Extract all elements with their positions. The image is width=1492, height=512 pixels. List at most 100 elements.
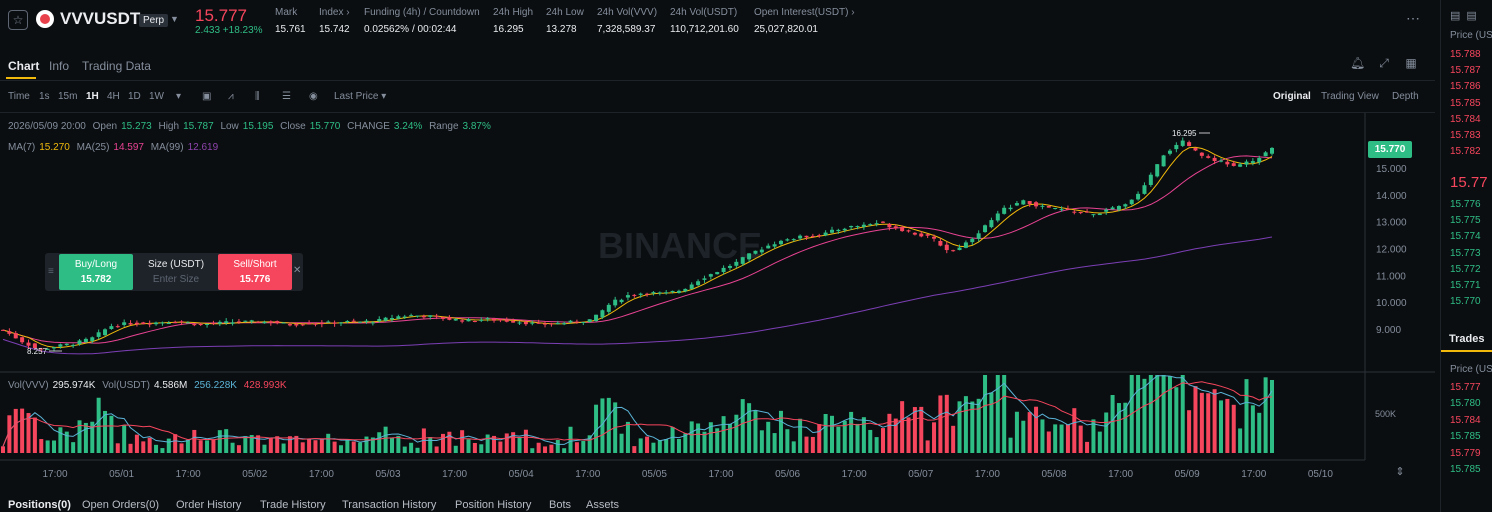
candle-body <box>887 223 892 228</box>
tab-transaction-history[interactable]: Transaction History <box>342 499 437 511</box>
ask-price-row[interactable]: 15.785 <box>1450 97 1481 109</box>
candle-body <box>313 323 318 325</box>
bid-price-row[interactable]: 15.774 <box>1450 231 1481 243</box>
candle-body <box>810 235 815 237</box>
price-type-select[interactable]: Last Price ▾ <box>334 91 387 102</box>
tab-open-orders[interactable]: Open Orders(0) <box>82 499 160 511</box>
candle-body <box>173 322 178 324</box>
ask-price-row[interactable]: 15.784 <box>1450 113 1481 125</box>
layout-grid-icon[interactable]: ▦ <box>1405 56 1417 70</box>
time-tick-label: 05/09 <box>1175 469 1200 480</box>
candle-body <box>747 253 752 260</box>
close-widget-icon[interactable]: ✕ <box>293 265 302 276</box>
candle-body <box>1097 213 1102 216</box>
candle-body <box>1193 147 1198 151</box>
buy-long-button[interactable]: Buy/Long 15.782 <box>59 254 133 290</box>
interval-4h[interactable]: 4H <box>107 91 120 102</box>
interval-15m[interactable]: 15m <box>58 91 78 102</box>
volume-bar <box>313 440 318 453</box>
interval-1h[interactable]: 1H <box>86 91 99 102</box>
candle-body <box>638 293 643 295</box>
trades-title[interactable]: Trades <box>1449 333 1485 345</box>
close-value: 15.770 <box>309 121 341 132</box>
candle-type-icon[interactable]: ⫼ <box>255 91 260 102</box>
candle-body <box>1053 208 1058 210</box>
bid-price-row[interactable]: 15.770 <box>1450 296 1481 308</box>
volume-ma-long-line <box>2 381 1273 447</box>
interval-dropdown-icon[interactable]: ▾ <box>176 91 182 102</box>
more-options-icon[interactable]: ⋯ <box>1406 10 1421 26</box>
candle-body <box>1021 200 1026 205</box>
favorite-star-icon[interactable]: ☆ <box>8 10 28 30</box>
bid-price-row[interactable]: 15.776 <box>1450 199 1481 210</box>
volume-bar <box>944 394 949 453</box>
tab-positions[interactable]: Positions(0) <box>8 499 71 511</box>
volume-bar <box>217 430 222 453</box>
tab-bots[interactable]: Bots <box>549 499 572 511</box>
drag-handle-icon[interactable]: ≡ <box>48 266 54 277</box>
fit-axis-icon[interactable]: ⇕ <box>1395 466 1404 478</box>
tab-assets[interactable]: Assets <box>586 499 620 511</box>
trade-price-row[interactable]: 15.777 <box>1450 382 1481 393</box>
symbol-name[interactable]: VVVUSDT <box>60 9 141 28</box>
candle-body <box>759 249 764 253</box>
candle-body <box>32 343 37 349</box>
candle-body <box>103 329 108 336</box>
candle-body <box>727 265 732 268</box>
settings-icon[interactable]: ☰ <box>282 91 291 102</box>
price-chart[interactable]: BINANCE 15.000 14.000 13.000 12.000 11.000 10… <box>0 113 1435 485</box>
indicator-icon[interactable]: ⩘ <box>228 91 234 102</box>
volume-bar <box>1053 424 1058 453</box>
volume-bar <box>1161 375 1166 453</box>
bid-price-row[interactable]: 15.772 <box>1450 263 1481 275</box>
trade-price-row[interactable]: 15.785 <box>1450 431 1481 443</box>
candle-body <box>319 322 324 325</box>
bid-price-row[interactable]: 15.775 <box>1450 215 1481 227</box>
trade-price-row[interactable]: 15.780 <box>1450 398 1481 410</box>
tab-info[interactable]: Info <box>49 59 70 73</box>
size-input[interactable]: Size (USDT) Enter Size <box>147 259 205 285</box>
tab-order-history[interactable]: Order History <box>176 499 242 511</box>
ask-price-row[interactable]: 15.783 <box>1450 130 1481 141</box>
symbol-dropdown-icon[interactable]: ▼ <box>170 14 179 24</box>
bid-price-row[interactable]: 15.771 <box>1450 280 1481 291</box>
alert-bell-icon[interactable]: 🔔︎ <box>1350 56 1366 70</box>
view-original[interactable]: Original <box>1273 91 1311 102</box>
ask-price-row[interactable]: 15.788 <box>1450 49 1481 60</box>
interval-time[interactable]: Time <box>8 91 30 102</box>
view-trading-view[interactable]: Trading View <box>1321 91 1379 102</box>
trade-price-row[interactable]: 15.779 <box>1450 447 1481 459</box>
time-tick-label: 17:00 <box>842 469 867 480</box>
interval-1d[interactable]: 1D <box>128 91 141 102</box>
ask-price-row[interactable]: 15.787 <box>1450 65 1481 77</box>
tab-trade-history[interactable]: Trade History <box>260 499 326 511</box>
tab-chart[interactable]: Chart <box>8 59 40 73</box>
ask-price-row[interactable]: 15.786 <box>1450 81 1481 93</box>
candle-body <box>1065 208 1070 210</box>
expand-icon[interactable]: ⤢ <box>1379 56 1389 70</box>
tab-position-history[interactable]: Position History <box>455 499 532 511</box>
candle-body <box>383 317 388 321</box>
volume-bar <box>338 445 343 453</box>
volume-bar <box>326 433 331 453</box>
candle-body <box>115 326 120 328</box>
interval-1s[interactable]: 1s <box>39 91 50 102</box>
trade-price-row[interactable]: 15.785 <box>1450 464 1481 475</box>
calendar-icon[interactable]: ▣ <box>202 91 212 102</box>
ask-price-row[interactable]: 15.782 <box>1450 146 1481 158</box>
interval-1w[interactable]: 1W <box>149 91 164 102</box>
volume-bar <box>1097 431 1102 453</box>
volume-bar <box>275 436 280 453</box>
volume-bar <box>498 441 503 453</box>
candle-body <box>938 240 943 246</box>
sell-short-button[interactable]: Sell/Short 15.776 <box>218 254 292 290</box>
view-depth[interactable]: Depth <box>1392 91 1419 102</box>
trade-price-row[interactable]: 15.784 <box>1450 414 1481 426</box>
bid-price-row[interactable]: 15.773 <box>1450 247 1481 259</box>
candle-body <box>1123 204 1128 207</box>
candle-body <box>1072 211 1077 213</box>
candle-body <box>479 319 484 321</box>
tab-trading-data[interactable]: Trading Data <box>82 59 151 73</box>
orderbook-view-icons[interactable]: ▤▤ <box>1450 10 1483 22</box>
replay-icon[interactable]: ◉ <box>309 91 318 102</box>
